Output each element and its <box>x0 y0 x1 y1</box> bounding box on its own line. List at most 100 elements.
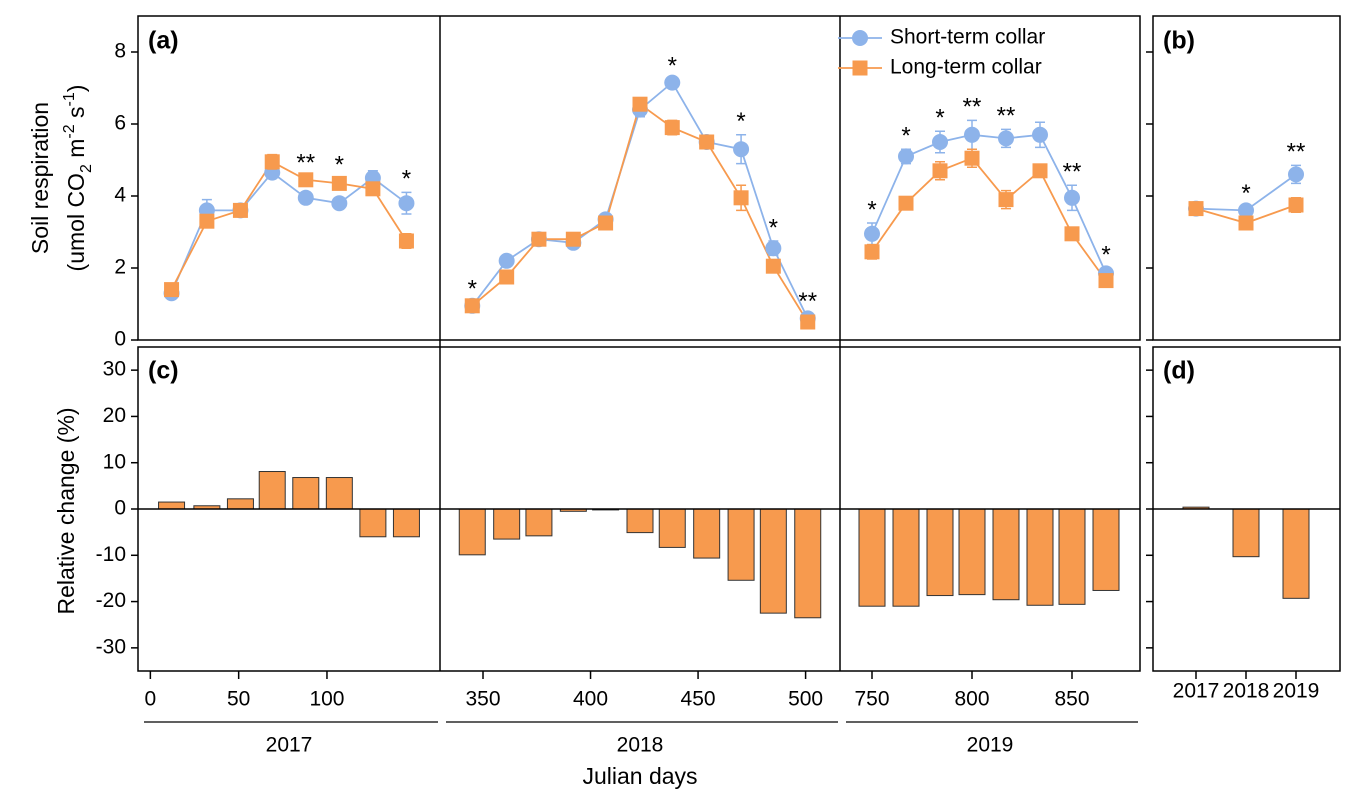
marker <box>598 215 614 231</box>
marker <box>1032 163 1048 179</box>
marker <box>331 175 347 191</box>
x-tick-label: 800 <box>954 688 989 711</box>
marker <box>1288 166 1304 183</box>
bar <box>727 508 755 581</box>
bar <box>759 508 787 614</box>
x-tick-label: 2017 <box>1173 680 1220 703</box>
marker <box>864 244 880 260</box>
significance-label: ** <box>296 150 315 177</box>
x-tick-label: 350 <box>465 688 500 711</box>
year-label: 2017 <box>266 734 313 757</box>
bar <box>493 508 521 540</box>
y-tick-label: 20 <box>103 404 126 427</box>
significance-label: * <box>769 214 778 241</box>
legend-marker <box>852 30 868 46</box>
significance-label: ** <box>798 288 817 315</box>
series-line <box>471 81 809 319</box>
y-tick-label: 2 <box>114 256 126 279</box>
bar <box>1282 508 1310 599</box>
plot-frame <box>1152 346 1341 672</box>
marker <box>998 130 1014 147</box>
marker <box>565 231 581 247</box>
marker <box>464 298 480 314</box>
x-tick-label: 100 <box>309 688 344 711</box>
bar <box>325 477 353 510</box>
bar <box>158 501 186 510</box>
marker <box>898 195 914 211</box>
marker <box>932 134 948 150</box>
bar <box>693 508 721 559</box>
panel-label: (b) <box>1163 27 1195 55</box>
marker <box>1238 202 1254 219</box>
legend-label: Short-term collar <box>890 26 1045 49</box>
marker <box>998 192 1014 208</box>
marker <box>699 134 715 150</box>
plot-frame <box>137 346 1141 672</box>
bar <box>658 508 686 548</box>
bar <box>525 508 553 537</box>
x-tick-label: 2018 <box>1223 680 1270 703</box>
marker <box>664 120 680 136</box>
significance-label: * <box>867 196 876 223</box>
plot-frame <box>137 15 1141 341</box>
marker <box>864 225 880 242</box>
y-axis-units-part: (umol CO <box>63 173 89 271</box>
panel-label: (a) <box>148 27 179 55</box>
marker <box>1098 273 1114 289</box>
legend-label: Long-term collar <box>890 56 1042 79</box>
bar <box>359 508 387 538</box>
bar <box>992 508 1020 601</box>
bar <box>458 508 486 556</box>
significance-label: ** <box>963 94 982 121</box>
y-tick-label: 0 <box>114 328 126 351</box>
marker <box>1238 215 1254 231</box>
significance-label: ** <box>1287 139 1306 166</box>
significance-label: * <box>468 276 477 303</box>
bar <box>1232 508 1260 558</box>
y-axis-units-part: -1 <box>61 92 78 106</box>
y-axis-units-part: m <box>63 139 89 165</box>
significance-label: * <box>668 52 677 79</box>
series-line <box>471 102 809 323</box>
marker <box>632 96 648 112</box>
y-axis-title: Relative change (%) <box>53 407 79 614</box>
significance-label: * <box>935 105 944 132</box>
bar <box>858 508 886 607</box>
marker <box>398 233 414 249</box>
panel-label: (c) <box>148 357 179 385</box>
y-tick-label: 4 <box>114 184 126 207</box>
x-tick-label: 750 <box>854 688 889 711</box>
marker <box>498 252 515 269</box>
marker <box>199 213 215 229</box>
marker <box>765 240 782 257</box>
x-tick-label: 0 <box>145 688 157 711</box>
significance-label: ** <box>997 103 1016 130</box>
marker <box>964 126 980 143</box>
bar <box>626 508 654 534</box>
y-axis-title: Soil respiration <box>27 102 53 254</box>
y-axis-units-part: -2 <box>61 124 78 138</box>
marker <box>733 190 749 206</box>
marker <box>733 141 750 158</box>
marker <box>898 148 914 165</box>
bar <box>926 508 954 597</box>
y-tick-label: 6 <box>114 112 126 135</box>
x-tick-label: 850 <box>1054 688 1089 711</box>
y-axis-units-part: s <box>63 106 89 124</box>
bar <box>1058 508 1086 605</box>
marker <box>1032 126 1048 143</box>
year-label: 2019 <box>967 734 1014 757</box>
plot-frame <box>1152 15 1341 341</box>
bar <box>292 477 320 510</box>
marker <box>297 189 314 206</box>
significance-label: ** <box>1063 159 1082 186</box>
marker <box>932 163 948 179</box>
bar <box>1026 508 1054 606</box>
significance-label: * <box>1101 241 1110 268</box>
bar <box>958 508 986 596</box>
bar <box>258 471 286 510</box>
marker <box>1064 189 1080 206</box>
x-tick-label: 500 <box>788 688 823 711</box>
year-label: 2018 <box>617 734 664 757</box>
x-axis-title: Julian days <box>582 763 697 789</box>
